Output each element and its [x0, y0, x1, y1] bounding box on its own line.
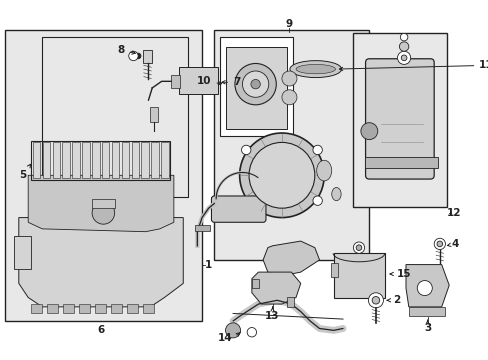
Bar: [161, 143, 168, 178]
Circle shape: [400, 33, 407, 41]
Text: 9: 9: [285, 19, 292, 29]
Circle shape: [399, 42, 408, 51]
Circle shape: [416, 280, 431, 296]
Polygon shape: [405, 265, 448, 307]
Text: 4: 4: [447, 239, 458, 249]
Bar: [330, 263, 338, 277]
Text: 2: 2: [386, 295, 399, 305]
Circle shape: [367, 293, 383, 308]
Text: 12: 12: [446, 208, 460, 218]
Bar: [102, 143, 109, 178]
Text: 15: 15: [389, 269, 410, 279]
Text: 10: 10: [197, 76, 221, 86]
Circle shape: [128, 51, 138, 60]
Text: 3: 3: [423, 324, 430, 333]
Bar: [141, 143, 149, 178]
Bar: [31, 304, 42, 314]
Circle shape: [239, 133, 324, 217]
Bar: [178, 67, 218, 94]
Text: 1: 1: [204, 260, 212, 270]
FancyBboxPatch shape: [211, 196, 265, 222]
Circle shape: [312, 145, 322, 155]
Bar: [408, 307, 444, 316]
Bar: [220, 37, 293, 136]
Bar: [142, 304, 154, 314]
Circle shape: [225, 323, 240, 338]
Bar: [131, 143, 139, 178]
Circle shape: [312, 196, 322, 205]
Bar: [150, 107, 158, 122]
Bar: [63, 304, 74, 314]
Bar: [5, 30, 202, 321]
Bar: [364, 157, 437, 168]
Bar: [151, 143, 159, 178]
Bar: [79, 304, 90, 314]
Bar: [92, 199, 114, 208]
Polygon shape: [19, 217, 183, 307]
Text: 13: 13: [265, 311, 279, 321]
Circle shape: [250, 80, 260, 89]
Ellipse shape: [331, 188, 341, 201]
Circle shape: [355, 245, 361, 251]
Circle shape: [234, 63, 276, 105]
Text: 8: 8: [118, 45, 135, 55]
Bar: [42, 143, 50, 178]
Bar: [31, 140, 170, 180]
Ellipse shape: [316, 160, 331, 181]
Circle shape: [282, 90, 296, 105]
Text: 14: 14: [218, 333, 232, 343]
Bar: [53, 143, 60, 178]
Bar: [122, 143, 129, 178]
Bar: [171, 75, 180, 88]
Circle shape: [92, 202, 114, 224]
Circle shape: [436, 241, 442, 247]
Circle shape: [246, 328, 256, 337]
Bar: [214, 30, 368, 260]
Circle shape: [371, 297, 379, 304]
Text: 7: 7: [222, 77, 240, 87]
Bar: [82, 143, 90, 178]
Bar: [62, 143, 70, 178]
Text: 5: 5: [19, 164, 31, 180]
Bar: [286, 297, 294, 307]
FancyBboxPatch shape: [365, 59, 433, 179]
Bar: [14, 237, 31, 269]
Bar: [92, 143, 100, 178]
Circle shape: [241, 145, 250, 155]
Bar: [111, 304, 122, 314]
Bar: [142, 50, 152, 63]
Ellipse shape: [295, 64, 335, 74]
Polygon shape: [263, 241, 319, 276]
Bar: [112, 143, 119, 178]
Polygon shape: [28, 175, 174, 232]
Circle shape: [282, 71, 296, 86]
Bar: [194, 225, 209, 231]
Bar: [225, 46, 286, 129]
Bar: [33, 143, 41, 178]
Circle shape: [135, 53, 141, 59]
Circle shape: [248, 143, 314, 208]
Bar: [95, 304, 106, 314]
Bar: [251, 279, 259, 288]
Text: 6: 6: [98, 325, 105, 336]
Circle shape: [397, 51, 410, 64]
Bar: [126, 304, 138, 314]
Circle shape: [360, 123, 377, 140]
Circle shape: [242, 71, 268, 97]
Circle shape: [433, 238, 445, 249]
Text: 11: 11: [339, 60, 488, 71]
Bar: [333, 253, 385, 298]
Bar: [47, 304, 58, 314]
Circle shape: [401, 55, 406, 60]
Circle shape: [353, 242, 364, 253]
Ellipse shape: [289, 60, 341, 77]
Polygon shape: [251, 272, 300, 304]
Bar: [72, 143, 80, 178]
Bar: [42, 37, 187, 197]
Bar: [353, 33, 447, 207]
